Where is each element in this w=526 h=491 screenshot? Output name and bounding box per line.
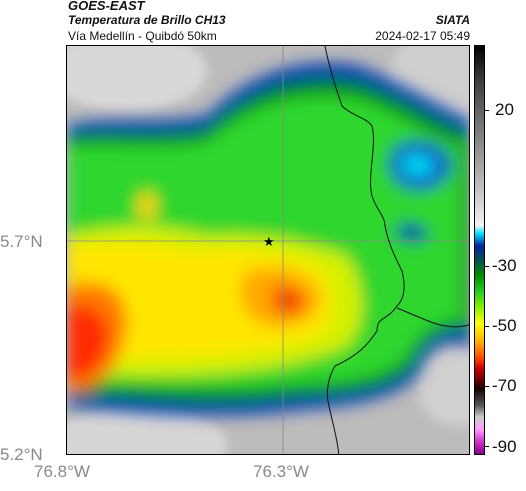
brightness-temperature-field: ★ [67,46,469,454]
satellite-title: GOES-EAST [68,0,145,13]
coast-line [396,307,469,328]
city-marker-icon: ★ [263,234,275,249]
area-subtitle: Vía Medellín - Quibdó 50km [68,29,217,43]
lat-tick-5.2: 5.2°N [0,445,43,464]
lat-tick-5.7: 5.7°N [0,232,43,251]
colorbar-tick-mark [485,446,489,447]
satellite-map[interactable]: ★ [66,45,470,455]
colorbar-tick-mark [485,386,489,387]
timestamp: 2024-02-17 05:49 [375,29,470,43]
grid-lines [67,46,469,454]
border-line [324,46,405,454]
colorbar-tick-minus30: -30 [492,256,517,275]
colorbar-tick-mark [485,266,489,267]
colorbar [474,45,485,455]
colorbar-tick-minus50: -50 [492,316,517,335]
colorbar-tick-minus90: -90 [492,437,517,456]
lon-tick-76.8: 76.8°W [34,462,90,481]
colorbar-tick-mark [485,326,489,327]
lon-tick-76.3: 76.3°W [253,462,309,481]
colorbar-tick-minus70: -70 [492,376,517,395]
organization-label: SIATA [435,13,470,27]
colorbar-tick-mark [485,110,489,111]
product-title: Temperatura de Brillo CH13 [68,13,226,27]
colorbar-tick-20: 20 [495,100,514,119]
